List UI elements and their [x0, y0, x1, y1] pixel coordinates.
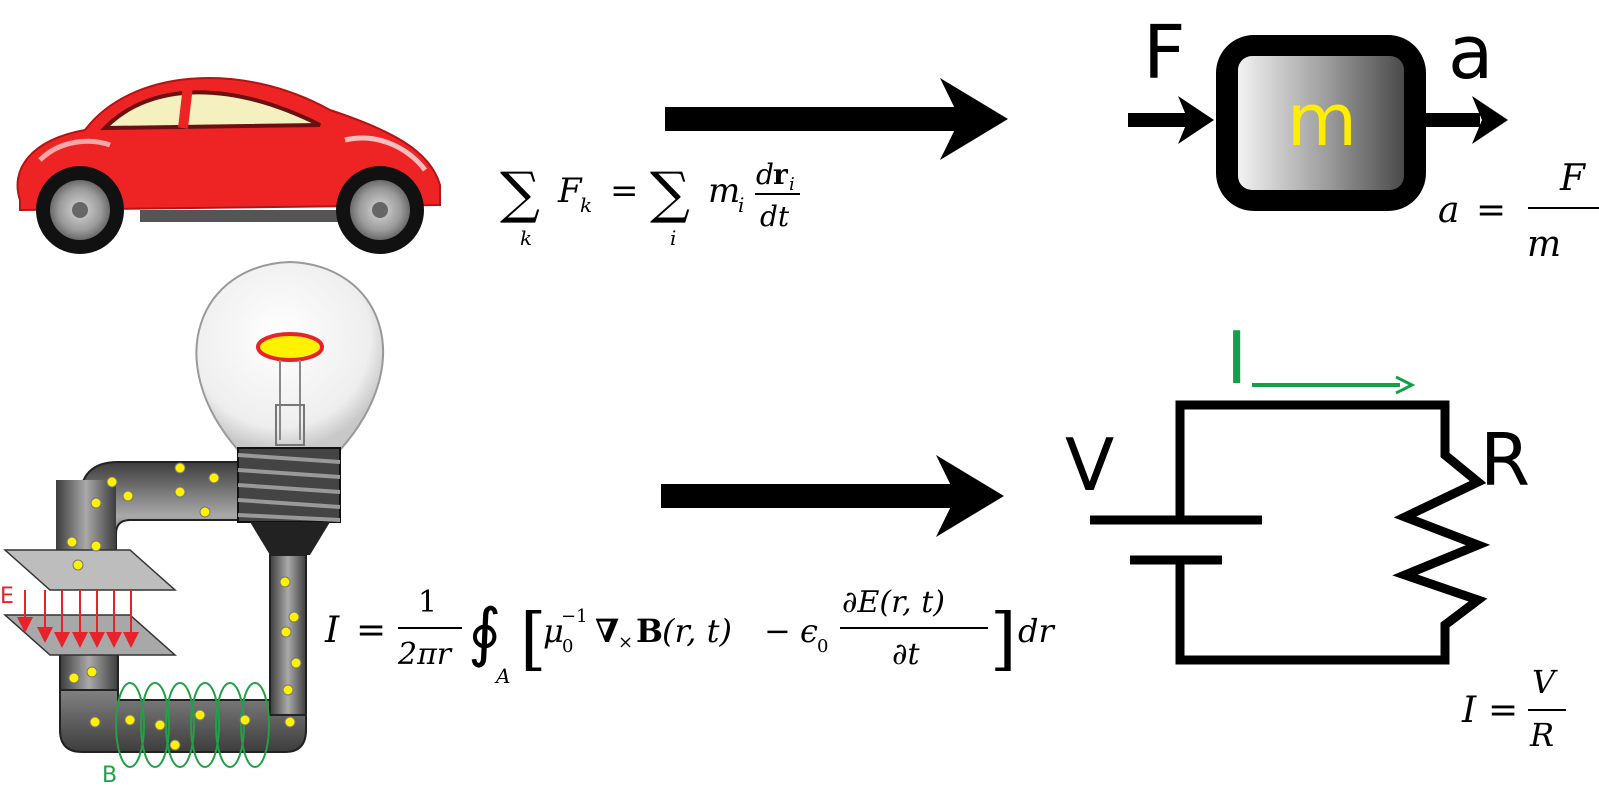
svg-text:∂E(r, t): ∂E(r, t)	[842, 585, 945, 620]
svg-text:=: =	[1476, 190, 1506, 231]
arrow-car-to-mass	[665, 78, 1008, 160]
svg-text:1: 1	[418, 585, 437, 620]
svg-text:=: =	[1488, 690, 1518, 731]
voltage-label: V	[1065, 423, 1114, 507]
force-label: F	[1143, 10, 1186, 96]
car-wheel-front	[36, 166, 124, 254]
lightbulb-circuit-illustration: E B	[0, 260, 385, 788]
current-arrow	[1395, 375, 1416, 395]
ohm-equation: I = V R	[1461, 663, 1566, 754]
svg-text:∂t: ∂t	[892, 637, 921, 672]
svg-text:F: F	[1559, 158, 1587, 199]
svg-text:]: ]	[990, 600, 1017, 679]
svg-text:m: m	[1527, 224, 1561, 265]
svg-text:∑: ∑	[650, 161, 690, 226]
svg-text:=: =	[610, 171, 639, 211]
svg-text:dt: dt	[760, 200, 790, 233]
resistance-label: R	[1480, 418, 1530, 502]
svg-text:i: i	[738, 193, 744, 217]
svg-text:×: ×	[618, 632, 633, 653]
svg-text:0: 0	[817, 636, 828, 657]
e-field-label: E	[0, 584, 14, 609]
svg-text:k: k	[520, 226, 532, 250]
svg-text:ϵ: ϵ	[800, 612, 818, 650]
current-label: I	[1226, 316, 1247, 400]
svg-text:R: R	[1529, 716, 1554, 754]
svg-text:2πr: 2πr	[397, 637, 453, 672]
svg-text:m: m	[708, 171, 740, 211]
mass-block-diagram: F a m	[1128, 10, 1508, 211]
capacitor-top-plate	[3, 549, 177, 591]
svg-text:(r, t): (r, t)	[662, 612, 732, 650]
car-wheel-rear	[336, 166, 424, 254]
newton-sum-equation: ∑ k F k = ∑ i m i d r i dt	[500, 158, 800, 250]
car-illustration	[16, 77, 441, 254]
bulb-socket	[237, 447, 341, 555]
svg-text:dr: dr	[1018, 612, 1055, 650]
svg-text:0: 0	[562, 636, 573, 657]
b-field-label: B	[102, 763, 117, 788]
svg-text:d: d	[756, 158, 774, 191]
accel-label: a	[1448, 10, 1493, 96]
svg-text:V: V	[1532, 663, 1558, 701]
svg-text:−: −	[764, 612, 791, 650]
mass-label: m	[1287, 78, 1357, 162]
svg-text:[: [	[520, 600, 547, 679]
bulb-filament	[256, 332, 324, 362]
svg-text:I: I	[1461, 690, 1477, 731]
accel-equation: a = F m	[1438, 158, 1599, 265]
charge-particles	[66, 462, 302, 751]
svg-text:I: I	[324, 610, 340, 651]
svg-text:B: B	[636, 612, 663, 650]
capacitor-bottom-plate	[3, 614, 177, 656]
svg-text:a: a	[1438, 190, 1459, 231]
svg-text:−1: −1	[561, 606, 588, 627]
svg-text:k: k	[580, 193, 592, 217]
svg-text:i: i	[789, 174, 795, 195]
svg-text:A: A	[494, 664, 510, 688]
svg-text:μ: μ	[543, 612, 564, 650]
e-field-arrows	[17, 590, 139, 648]
ampere-maxwell-equation: I = 1 2πr ∮ A [ μ 0 −1 ∇ × B (r, t) − ϵ …	[324, 585, 1055, 688]
svg-text:F: F	[557, 171, 583, 211]
circuit-diagram: I V R	[1065, 316, 1530, 665]
svg-text:∇: ∇	[595, 612, 619, 650]
arrow-bulb-to-circuit	[661, 455, 1004, 537]
svg-text:∑: ∑	[500, 161, 540, 226]
svg-text:=: =	[356, 610, 386, 651]
svg-text:∮: ∮	[468, 596, 501, 670]
svg-text:r: r	[773, 158, 789, 191]
svg-text:i: i	[670, 226, 676, 250]
